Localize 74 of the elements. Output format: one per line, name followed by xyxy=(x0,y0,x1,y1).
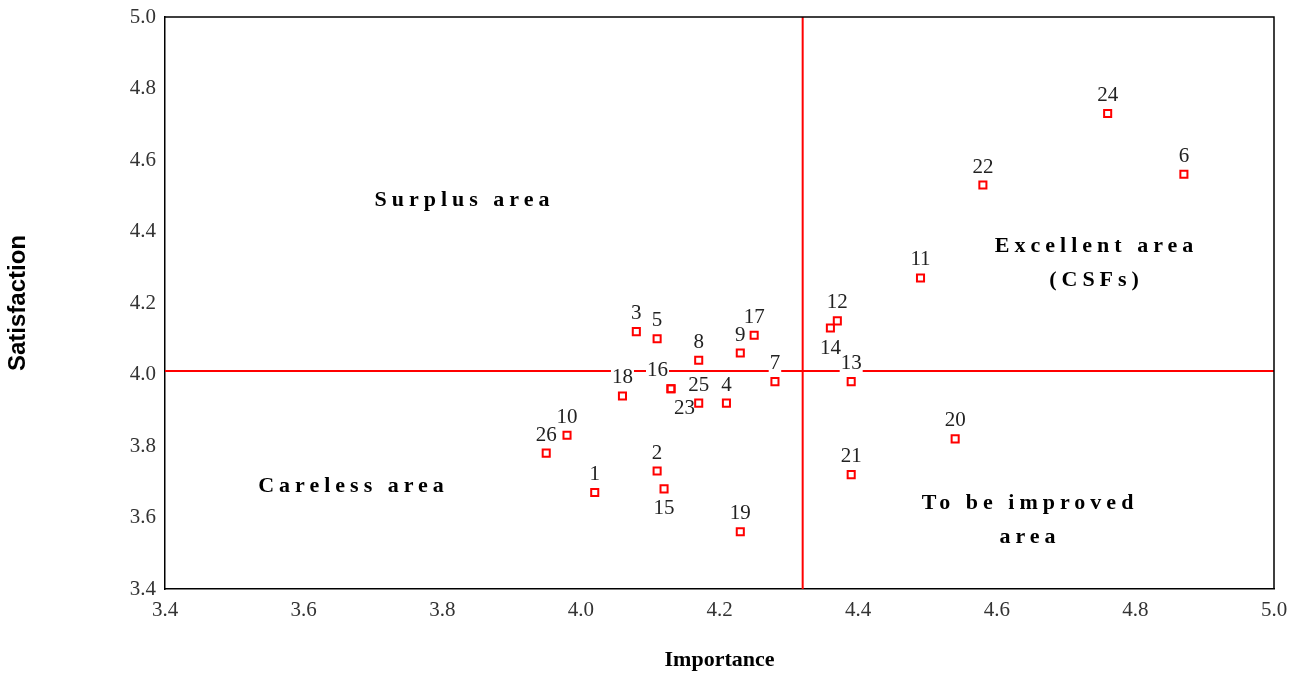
point xyxy=(652,466,662,476)
point xyxy=(950,434,960,444)
x-tick-label: 3.6 xyxy=(290,597,317,622)
annotation: 13 xyxy=(840,350,862,375)
x-tick-label: 4.2 xyxy=(706,597,733,622)
x-tick-label: 4.0 xyxy=(567,597,594,622)
point xyxy=(846,470,856,480)
point xyxy=(562,430,572,440)
y-tick-label: 3.4 xyxy=(129,575,157,600)
annotation: 17 xyxy=(743,303,765,328)
y-tick-label: 3.8 xyxy=(129,432,156,457)
annotation: 26 xyxy=(535,421,557,446)
annotation: 14 xyxy=(819,334,842,359)
y-axis-title: Satisfaction xyxy=(3,234,31,372)
annotation: 23 xyxy=(673,395,695,420)
point xyxy=(659,484,669,494)
y-tick-label: 4.4 xyxy=(129,218,157,243)
point xyxy=(694,355,704,365)
point xyxy=(694,398,704,408)
x-axis-title: Importance xyxy=(664,646,775,672)
point xyxy=(846,377,856,387)
point xyxy=(617,391,627,401)
annotation: Excellent area (CSFs) xyxy=(994,231,1199,291)
y-tick-label: 4.0 xyxy=(129,361,156,386)
point xyxy=(652,334,662,344)
x-tick-label: 4.6 xyxy=(983,597,1010,622)
annotation: 20 xyxy=(944,407,966,432)
x-tick-label: 5.0 xyxy=(1260,597,1288,622)
annotation: 9 xyxy=(735,321,746,346)
annotation: 4 xyxy=(721,371,733,396)
y-tick-label: 4.6 xyxy=(129,146,156,171)
point xyxy=(590,487,600,498)
annotation: 12 xyxy=(826,289,848,314)
point xyxy=(770,377,780,387)
annotation: 24 xyxy=(1097,82,1119,107)
point xyxy=(825,323,835,333)
annotation: 21 xyxy=(840,443,862,468)
annotation: To be improved area xyxy=(921,489,1139,549)
annotation: Surplus area xyxy=(374,185,555,211)
annotation: 8 xyxy=(693,328,704,353)
point xyxy=(735,348,745,358)
y-tick-label: 3.6 xyxy=(129,504,156,529)
annotation: 22 xyxy=(972,153,994,178)
annotation: 16 xyxy=(646,357,668,382)
point xyxy=(1179,169,1189,179)
annotation: 10 xyxy=(556,403,578,428)
annotation: 5 xyxy=(651,307,663,332)
annotation: 11 xyxy=(910,246,931,271)
point xyxy=(978,180,988,190)
annotation: Careless area xyxy=(258,471,449,497)
point xyxy=(631,327,641,337)
annotation: 6 xyxy=(1178,142,1190,167)
x-tick-label: 4.4 xyxy=(845,597,872,622)
point xyxy=(915,273,926,283)
y-tick-label: 4.8 xyxy=(129,75,156,100)
annotation: 18 xyxy=(611,364,633,389)
x-tick-label: 3.8 xyxy=(429,597,456,622)
x-tick-label: 3.4 xyxy=(151,597,179,622)
annotation: 19 xyxy=(729,500,751,525)
annotation: 7 xyxy=(769,350,781,375)
annotation: 1 xyxy=(589,460,600,485)
annotation: 2 xyxy=(651,439,663,464)
annotation: 25 xyxy=(688,371,710,396)
point xyxy=(832,316,842,326)
y-tick-label: 4.2 xyxy=(129,289,156,314)
y-tick-label: 5.0 xyxy=(129,3,156,28)
annotation: 15 xyxy=(653,495,675,520)
x-tick-label: 4.8 xyxy=(1122,597,1149,622)
point xyxy=(735,527,745,537)
annotation: 3 xyxy=(631,300,642,325)
point xyxy=(749,330,759,340)
point xyxy=(721,398,731,408)
point xyxy=(541,448,551,458)
point xyxy=(1103,108,1113,119)
